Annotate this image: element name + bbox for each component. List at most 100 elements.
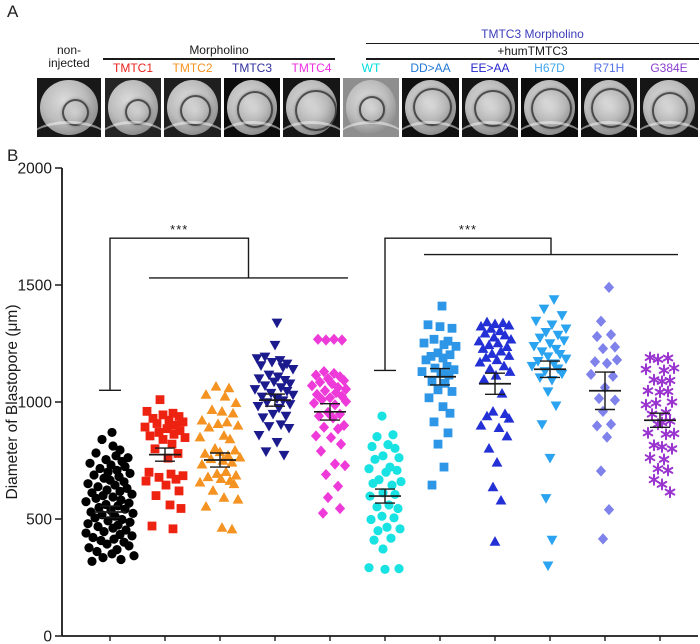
data-point [395,524,405,534]
data-point [203,421,215,432]
data-point [668,364,680,372]
data-point [480,352,492,362]
data-point [548,359,560,369]
data-point [540,328,552,338]
y-tick-label: 1500 [18,278,53,295]
data-point [232,494,244,504]
data-point [435,322,445,332]
data-point [150,444,160,454]
data-point [605,418,617,430]
data-point [340,395,352,408]
data-point [491,457,503,467]
data-point [178,471,188,481]
data-point [447,323,457,333]
data-point [229,444,241,455]
data-point [601,357,613,369]
data-point [447,387,457,396]
data-point [378,544,388,554]
data-point [534,333,546,344]
data-point [221,416,233,427]
data-point [168,524,178,534]
data-point [210,380,222,391]
data-point [532,357,544,367]
data-point [666,398,678,406]
data-point [194,476,206,487]
data-point [536,347,548,358]
data-point [81,497,91,507]
data-point [377,411,387,421]
embryo-image-0 [37,78,101,137]
data-point [140,422,150,432]
data-point [609,341,621,353]
data-point [108,523,118,533]
data-point [499,329,511,340]
data-point [141,476,151,486]
data-point [271,437,283,448]
data-point [256,392,268,403]
data-point [111,451,121,461]
data-point [91,448,101,458]
data-point [109,534,119,544]
data-point [601,431,613,443]
data-point [180,433,190,442]
data-point [423,320,433,330]
data-point [224,433,236,444]
data-point [230,469,242,480]
column-label-3: TMTC3 [232,61,272,75]
data-point [445,350,455,360]
data-point [90,513,100,523]
data-point [393,503,403,514]
panel-a-label: A [7,2,19,21]
data-point [603,281,615,293]
data-point [253,374,265,384]
data-point [597,533,609,545]
tmtc3-underline-bottom [366,58,699,60]
data-point [664,488,676,496]
data-point [546,535,558,546]
data-point [252,401,264,412]
data-point [481,316,493,327]
data-point [215,473,227,484]
data-point [216,406,228,416]
data-point [494,325,506,336]
data-point [211,468,223,478]
data-point [609,394,621,406]
data-point [320,468,332,481]
data-point [443,428,453,438]
data-point [178,417,188,427]
data-point [648,476,660,484]
data-point [433,348,443,358]
meniscus-arc [224,121,280,137]
data-point [170,421,180,430]
data-point [279,375,291,386]
meniscus-arc [581,121,637,137]
meniscus-arc [640,121,698,137]
data-point [266,357,278,368]
data-point [97,434,107,445]
data-point [591,420,603,432]
embryo-image-6 [402,78,459,137]
data-point [310,430,322,442]
data-point [438,353,448,363]
data-point [115,486,125,496]
embryo-image-3 [224,78,280,137]
data-point [281,386,293,397]
data-point [316,394,328,406]
data-point [444,370,454,380]
data-point [308,397,320,409]
data-point [605,329,617,341]
data-point [88,532,98,543]
data-point [277,396,289,406]
data-point [151,491,161,500]
data-point [656,480,668,488]
data-point [646,410,658,418]
data-point [501,430,513,441]
column-label-7: EE>AA [470,61,510,75]
data-point [607,370,619,382]
significance-stars: *** [170,222,188,237]
data-point [484,363,496,374]
data-point [595,465,607,477]
data-point [332,423,344,435]
data-point [161,480,171,490]
